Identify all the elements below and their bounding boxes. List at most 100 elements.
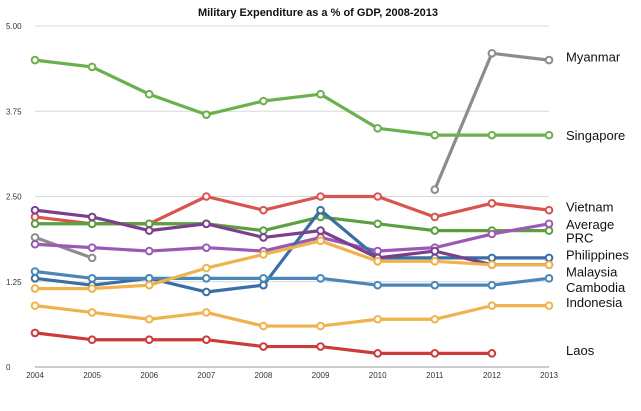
x-tick-label: 2013	[540, 371, 558, 380]
data-point	[544, 253, 554, 263]
data-point	[144, 335, 154, 345]
data-point	[30, 328, 40, 338]
data-point	[30, 233, 40, 242]
series-line	[433, 51, 551, 192]
data-point	[430, 226, 440, 235]
data-point	[316, 342, 325, 351]
x-tick-label: 2008	[255, 371, 273, 380]
chart-title: Military Expenditure as a % of GDP, 2008…	[198, 7, 438, 19]
data-point	[487, 48, 497, 58]
data-point	[30, 205, 40, 215]
x-tick-label: 2006	[140, 371, 158, 380]
data-point	[544, 226, 554, 235]
data-point	[259, 96, 268, 106]
data-point	[430, 185, 440, 194]
x-tick-label: 2004	[26, 371, 44, 380]
data-point	[373, 314, 382, 324]
data-point	[259, 280, 268, 290]
data-point	[373, 256, 382, 266]
data-point	[259, 233, 268, 242]
data-point	[87, 243, 97, 252]
data-point	[30, 274, 40, 283]
data-point	[430, 349, 440, 358]
data-point	[202, 192, 211, 201]
data-point	[144, 274, 154, 283]
data-point	[259, 226, 268, 235]
data-point	[373, 280, 382, 290]
series-line	[33, 58, 551, 137]
data-point	[487, 349, 497, 358]
data-point	[544, 219, 554, 229]
series-unlabeled-10	[30, 236, 554, 293]
data-point	[316, 89, 325, 99]
series-prc	[30, 219, 554, 256]
data-point	[544, 130, 554, 140]
x-tick-label: 2010	[369, 371, 387, 380]
data-point	[316, 274, 325, 283]
data-point	[487, 301, 497, 310]
data-point	[87, 274, 97, 283]
data-point	[30, 284, 40, 293]
x-tick-label: 2011	[426, 371, 444, 380]
data-point	[544, 274, 554, 283]
y-tick-label: 5.00	[6, 22, 22, 31]
y-tick-label: 2.50	[6, 193, 22, 202]
y-axis-ticks: 0 1.25 2.50 3.75 5.00	[6, 22, 22, 372]
x-tick-label: 2009	[312, 371, 330, 380]
data-point	[144, 89, 154, 99]
data-point	[430, 212, 440, 222]
y-tick-label: 0	[6, 363, 11, 372]
x-tick-label: 2005	[83, 371, 101, 380]
x-tick-label: 2012	[483, 371, 501, 380]
data-point	[87, 212, 97, 222]
data-point	[544, 301, 554, 310]
x-tick-label: 2007	[197, 371, 215, 380]
series-line	[33, 194, 551, 226]
data-point	[87, 284, 97, 293]
series-label: PRC	[566, 230, 593, 245]
data-point	[144, 246, 154, 256]
data-point	[202, 287, 211, 297]
data-point	[144, 219, 154, 229]
series-line	[33, 208, 551, 267]
data-point	[87, 335, 97, 345]
series-line	[33, 269, 551, 287]
series-laos	[30, 328, 497, 358]
series-layer	[30, 48, 554, 358]
data-point	[202, 308, 211, 317]
data-point	[259, 342, 268, 351]
series-label: Laos	[566, 343, 595, 358]
data-point	[373, 124, 382, 133]
series-indonesia	[30, 301, 554, 331]
data-point	[487, 260, 497, 270]
data-point	[373, 246, 382, 256]
data-point	[87, 219, 97, 229]
data-point	[144, 226, 154, 235]
data-point	[373, 192, 382, 201]
data-point	[544, 55, 554, 65]
data-point	[30, 267, 40, 276]
data-point	[430, 246, 440, 256]
series-myanmar	[30, 48, 554, 263]
data-point	[316, 226, 325, 235]
series-line	[33, 222, 551, 253]
data-point	[544, 260, 554, 270]
data-point	[373, 219, 382, 229]
series-label: Indonesia	[566, 295, 623, 310]
data-point	[30, 219, 40, 229]
data-point	[259, 250, 268, 259]
data-point	[30, 301, 40, 310]
series-label: Singapore	[566, 128, 625, 143]
data-point	[430, 256, 440, 266]
series-label: Vietnam	[566, 200, 613, 215]
data-point	[430, 280, 440, 290]
data-point	[87, 62, 97, 72]
series-cambodia	[30, 267, 554, 290]
data-point	[259, 205, 268, 215]
x-axis-ticks: 2004 2005 2006 2007 2008 2009 2010 2011 2012 2013	[26, 371, 558, 380]
data-point	[316, 321, 325, 331]
series-average	[30, 212, 554, 235]
series-line	[33, 215, 551, 233]
series-label: Average	[566, 217, 614, 232]
series-line	[33, 235, 94, 260]
